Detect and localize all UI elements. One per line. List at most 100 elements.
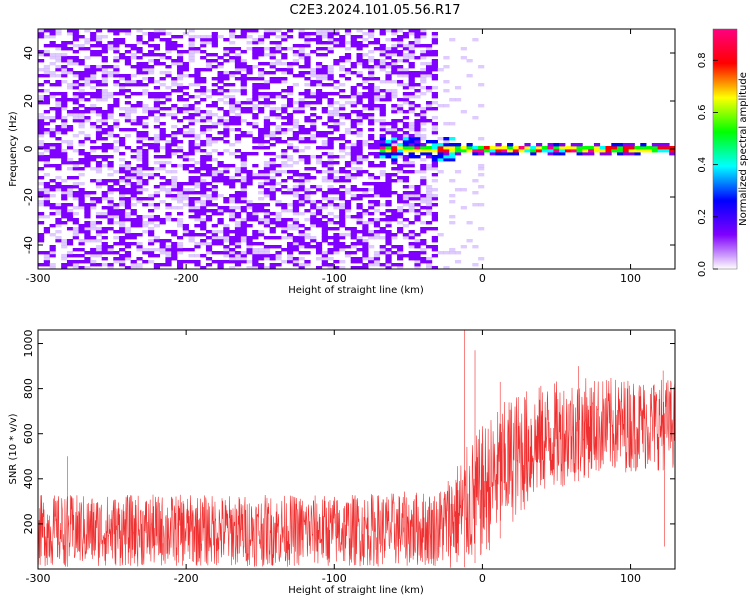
spectrogram-cell [298, 245, 305, 249]
spectrogram-cell [165, 56, 172, 60]
spectrogram-cell [425, 86, 433, 90]
spectrogram-cell [385, 62, 392, 66]
spectrogram-cell [420, 143, 427, 147]
spectrogram-cell [223, 53, 230, 57]
spectrogram-cell [101, 197, 108, 201]
spectrogram-cell [344, 161, 352, 165]
spectrogram-cell [356, 218, 363, 222]
spectrogram-cell [205, 257, 213, 261]
spectrogram-cell [431, 167, 438, 171]
spectrogram-cell [397, 257, 404, 261]
spectrogram-cell [188, 29, 195, 33]
spectrogram-cell [90, 251, 97, 255]
spectrogram-cell [200, 161, 207, 165]
spectrogram-cell [61, 212, 68, 216]
spectrogram-cell [130, 233, 137, 237]
spectrogram-cell [321, 107, 328, 111]
spectrogram-cell [205, 65, 213, 69]
spectrogram-cell [84, 71, 91, 75]
spectrogram-cell [321, 179, 328, 183]
spectrogram-cell [113, 101, 120, 105]
spectrogram-cell [362, 209, 369, 213]
spectrogram-cell [95, 125, 103, 129]
spectrogram-cell [379, 44, 386, 48]
spectrogram-cell [333, 32, 340, 36]
spectrogram-cell [136, 56, 143, 60]
spectrogram-cell [234, 263, 242, 267]
x-tick-label: 0 [479, 272, 486, 285]
spectrogram-cell [258, 41, 265, 45]
spectrogram-cell [38, 233, 45, 237]
spectrogram-cell [78, 83, 85, 87]
spectrogram-cell [472, 179, 479, 183]
spectrogram-cell [368, 164, 375, 168]
spectrogram-cell [240, 239, 247, 243]
spectrogram-cell [49, 62, 56, 66]
spectrogram-cell [107, 116, 114, 120]
spectrogram-cell [113, 74, 120, 78]
spectrogram-cell [113, 59, 120, 63]
spectrogram-cell [321, 47, 328, 51]
spectrogram-cell [119, 83, 126, 87]
spectrogram-cell [576, 149, 583, 153]
spectrogram-cell [391, 47, 398, 51]
spectrogram-cell [142, 107, 149, 111]
spectrogram-cell [593, 146, 601, 150]
spectrogram-cell [148, 137, 155, 141]
spectrogram-cell [240, 260, 247, 264]
spectrogram-cell [188, 260, 195, 264]
spectrogram-cell [344, 164, 352, 168]
spectrogram-cell [385, 173, 392, 177]
spectrogram-cell [188, 170, 195, 174]
spectrogram-cell [379, 170, 386, 174]
spectrogram-cell [350, 146, 357, 150]
spectrogram-cell [397, 59, 404, 63]
spectrogram-cell [119, 188, 126, 192]
spectrogram-cell [368, 107, 375, 111]
spectrogram-cell [530, 152, 537, 156]
spectrogram-cell [397, 263, 404, 267]
spectrogram-cell [368, 236, 375, 240]
spectrogram-cell [124, 110, 132, 114]
colorbar-tick-label: 0.6 [697, 105, 708, 121]
spectrogram-cell [90, 158, 97, 162]
spectrogram-cell [356, 257, 363, 261]
spectrogram-cell [182, 98, 189, 102]
spectrogram-cell [287, 86, 294, 90]
spectrogram-cell [61, 245, 68, 249]
spectrogram-cell [43, 29, 50, 33]
spectrogram-cell [263, 152, 271, 156]
spectrogram-cell [142, 134, 149, 138]
spectrogram-cell [229, 143, 236, 147]
spectrogram-cell [287, 92, 294, 96]
spectrogram-cell [333, 242, 340, 246]
spectrogram-cell [263, 128, 271, 132]
spectrogram-cell [43, 149, 50, 153]
spectrogram-cell [333, 179, 340, 183]
spectrogram-cell [408, 236, 415, 240]
spectrogram-cell [258, 176, 265, 180]
spectrogram-cell [339, 143, 346, 147]
spectrogram-cell [310, 155, 317, 159]
spectrogram-cell [200, 89, 207, 93]
spectrogram-cell [321, 170, 328, 174]
spectrogram-cell [402, 68, 410, 72]
spectrogram-cell [84, 239, 91, 243]
spectrogram-cell [368, 89, 375, 93]
spectrogram-cell [391, 92, 398, 96]
spectrogram-cell [414, 191, 421, 195]
spectrogram-cell [72, 38, 79, 42]
spectrogram-cell [194, 167, 201, 171]
spectrogram-cell [298, 158, 305, 162]
spectrogram-cell [176, 191, 184, 195]
spectrogram-cell [240, 182, 247, 186]
spectrogram-cell [321, 197, 328, 201]
spectrogram-cell [66, 260, 74, 264]
spectrogram-cell [55, 92, 62, 96]
spectrogram-cell [95, 170, 103, 174]
spectrogram-cell [55, 224, 62, 228]
spectrogram-cell [258, 137, 265, 141]
spectrogram-cell [292, 179, 299, 183]
